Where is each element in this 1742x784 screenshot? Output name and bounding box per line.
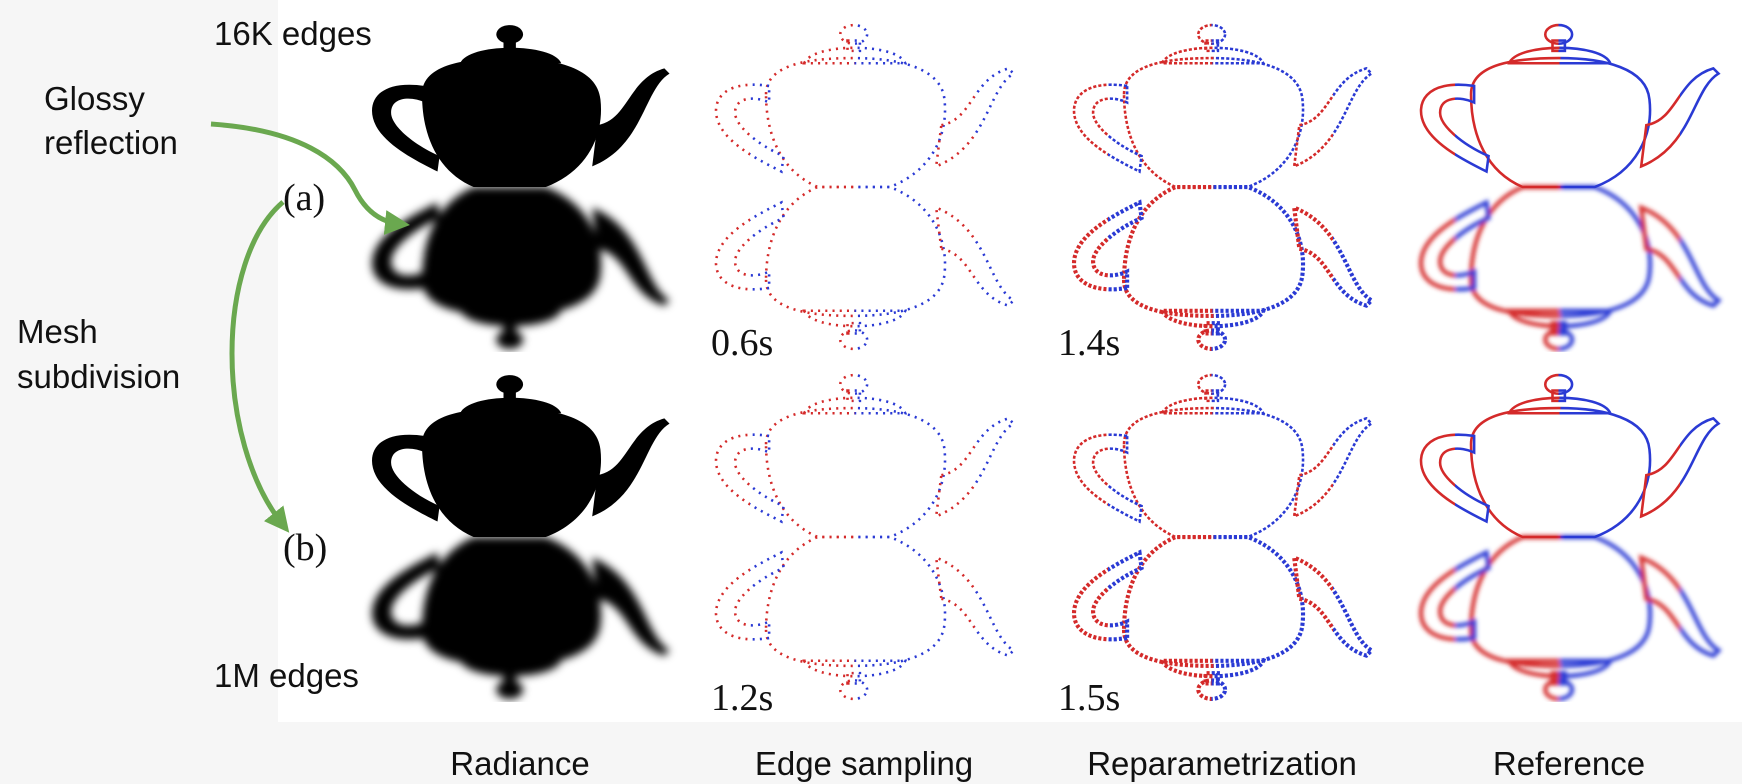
annotation: reflection: [44, 124, 178, 161]
row-label: 16K edges: [214, 15, 372, 52]
page: 16K edges 1M edges (a) (b) Glossy reflec…: [0, 0, 1742, 784]
arrow-mesh: [232, 202, 283, 525]
row-label: 1M edges: [214, 657, 359, 694]
annotation: Mesh: [17, 313, 98, 350]
column-label: Reparametrization: [1087, 745, 1357, 782]
column-label: Radiance: [450, 745, 589, 782]
annotation: Glossy: [44, 80, 145, 117]
timing: 1.4s: [1058, 322, 1120, 364]
column-label: Reference: [1493, 745, 1645, 782]
column-label: Edge sampling: [755, 745, 973, 782]
annotation: subdivision: [17, 358, 180, 395]
timing: 0.6s: [711, 322, 773, 364]
figure: 16K edges 1M edges (a) (b) Glossy reflec…: [0, 0, 1742, 784]
row-tag: (b): [283, 527, 327, 569]
timing: 1.5s: [1058, 677, 1120, 719]
row-tag: (a): [283, 177, 325, 219]
timing: 1.2s: [711, 677, 773, 719]
